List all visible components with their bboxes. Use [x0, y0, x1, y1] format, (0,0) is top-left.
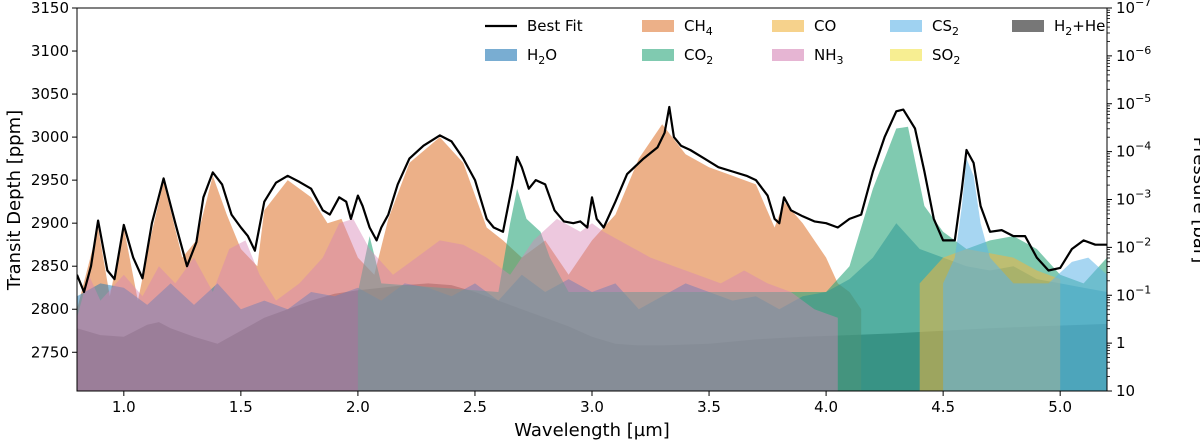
y2-axis-label: Pressure [bar] [1189, 137, 1200, 263]
x-axis: 1.0 1.5 2.0 2.5 3.0 3.5 4.0 4.5 5.0 [112, 391, 1072, 416]
y-tick-label: 3050 [31, 85, 69, 103]
legend-label: SO2 [932, 46, 960, 67]
y-tick-label: 2750 [31, 343, 69, 361]
legend-label: H2+He [1054, 17, 1105, 38]
legend-item-co2: CO2 [642, 46, 713, 67]
legend-swatch [890, 49, 922, 61]
x-tick-label: 2.0 [346, 398, 370, 416]
legend-swatch [890, 20, 922, 32]
area-nh3 [77, 218, 838, 391]
y-axis-label: Transit Depth [ppm] [4, 110, 25, 291]
x-axis-label: Wavelength [µm] [514, 420, 670, 441]
series-areas [77, 124, 1107, 391]
y2-tick-label: 10 [1116, 382, 1135, 400]
x-tick-label: 3.5 [697, 398, 721, 416]
y-tick-label: 3150 [31, 0, 69, 17]
legend-swatch [485, 49, 517, 61]
x-tick-label: 4.5 [931, 398, 955, 416]
y-tick-label: 2900 [31, 214, 69, 232]
legend-item-h2o: H2O [485, 46, 557, 67]
legend-item-ch4: CH4 [642, 17, 713, 38]
x-tick-label: 4.0 [814, 398, 838, 416]
x-tick-label: 1.0 [112, 398, 136, 416]
best-fit-line [77, 105, 1107, 294]
legend-label: CO [814, 17, 836, 35]
legend-swatch [772, 20, 804, 32]
legend-swatch [642, 20, 674, 32]
x-tick-label: 3.0 [580, 398, 604, 416]
y-tick-label: 3000 [31, 128, 69, 146]
x-tick-label: 1.5 [229, 398, 253, 416]
legend-label: NH3 [814, 46, 844, 67]
y-tick-label: 2950 [31, 171, 69, 189]
y-tick-label: 3100 [31, 42, 69, 60]
legend-item-co: CO [772, 17, 836, 35]
legend-swatch [772, 49, 804, 61]
legend-label: H2O [527, 46, 557, 67]
y-tick-label: 2800 [31, 300, 69, 318]
y-tick-label: 2850 [31, 257, 69, 275]
legend-label: Best Fit [527, 17, 583, 35]
legend-item-so2: SO2 [890, 46, 960, 67]
legend-label: CH4 [684, 17, 713, 38]
x-tick-label: 2.5 [463, 398, 487, 416]
series-lines [77, 105, 1107, 294]
legend-item-nh3: NH3 [772, 46, 844, 67]
area-cs2 [943, 158, 1107, 391]
legend-label: CO2 [684, 46, 713, 67]
y-axis-left: 2750 2800 2850 2900 2950 3000 3050 3100 3150 [31, 0, 77, 361]
legend-swatch [1012, 20, 1044, 32]
y2-tick-label: 1 [1116, 334, 1126, 352]
legend-swatch [642, 49, 674, 61]
legend-item-bestfit: Best Fit [485, 17, 583, 35]
x-tick-label: 5.0 [1048, 398, 1072, 416]
